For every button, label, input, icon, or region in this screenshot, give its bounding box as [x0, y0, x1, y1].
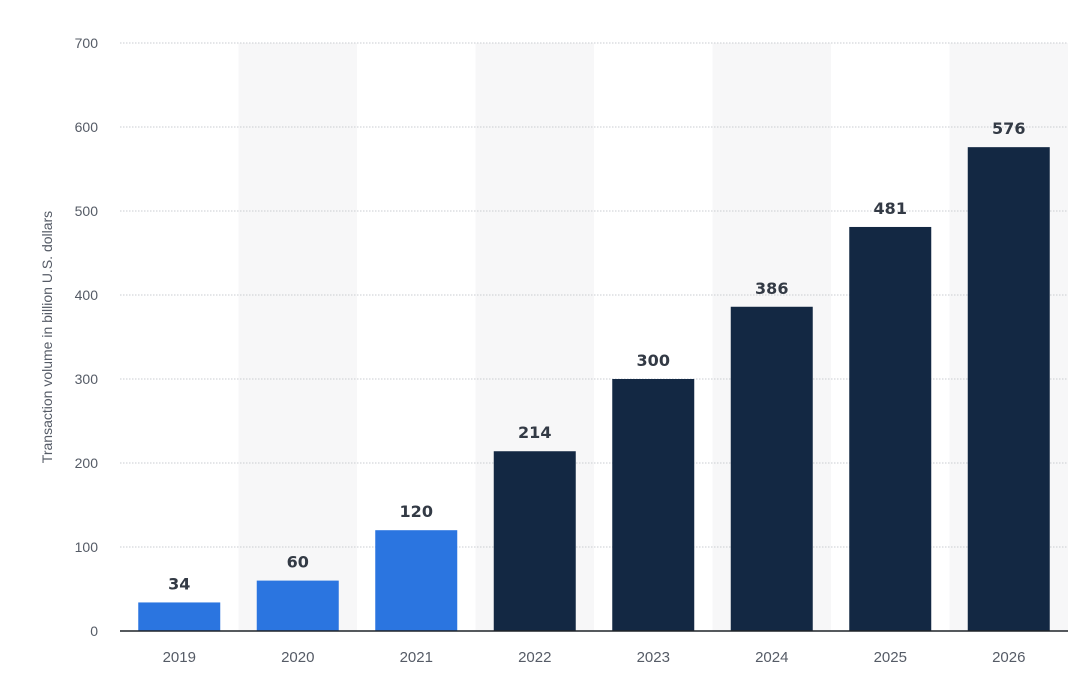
bar-2019[interactable] — [138, 602, 221, 631]
data-label: 386 — [755, 279, 788, 298]
data-label: 60 — [287, 553, 309, 572]
y-tick-label: 500 — [75, 203, 99, 219]
y-axis-title: Transaction volume in billion U.S. dolla… — [39, 211, 55, 463]
data-label: 34 — [168, 574, 190, 593]
x-tick-label: 2025 — [874, 649, 907, 666]
bar-2021[interactable] — [375, 530, 458, 631]
y-tick-label: 200 — [75, 455, 99, 471]
y-tick-label: 600 — [75, 119, 99, 135]
data-label: 481 — [874, 199, 907, 218]
y-tick-label: 400 — [75, 287, 99, 303]
bar-2024[interactable] — [730, 306, 813, 631]
bar-2023[interactable] — [612, 379, 695, 631]
x-axis: 2019 2020 2021 2022 2023 2024 2025 2026 — [163, 649, 1026, 666]
x-tick-label: 2023 — [637, 649, 670, 666]
x-tick-label: 2026 — [992, 649, 1025, 666]
data-label: 214 — [518, 423, 551, 442]
bar-2025[interactable] — [849, 226, 932, 631]
data-label: 300 — [637, 351, 670, 370]
x-tick-label: 2021 — [400, 649, 433, 666]
x-tick-label: 2019 — [163, 649, 196, 666]
column-band — [238, 43, 357, 631]
data-label: 120 — [400, 502, 433, 521]
bars — [138, 147, 1050, 631]
y-tick-label: 0 — [90, 623, 98, 639]
y-tick-label: 100 — [75, 539, 99, 555]
data-labels: 34 60 120 214 300 386 481 576 — [168, 119, 1025, 593]
x-tick-label: 2022 — [518, 649, 551, 666]
bar-2020[interactable] — [256, 580, 339, 631]
y-tick-label: 300 — [75, 371, 99, 387]
bar-2022[interactable] — [493, 451, 576, 631]
data-label: 576 — [992, 119, 1025, 138]
y-tick-label: 700 — [75, 35, 99, 51]
y-axis: 0 100 200 300 400 500 600 700 — [75, 35, 99, 639]
x-tick-label: 2020 — [281, 649, 314, 666]
x-tick-label: 2024 — [755, 649, 788, 666]
bar-2026[interactable] — [967, 147, 1050, 631]
